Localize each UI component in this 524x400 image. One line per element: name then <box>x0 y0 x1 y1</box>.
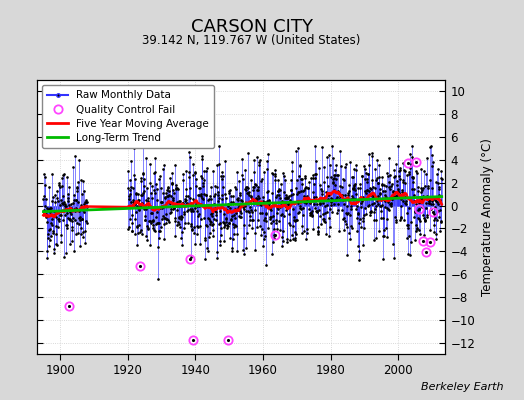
Text: Berkeley Earth: Berkeley Earth <box>421 382 503 392</box>
Text: CARSON CITY: CARSON CITY <box>191 18 312 36</box>
Text: 39.142 N, 119.767 W (United States): 39.142 N, 119.767 W (United States) <box>143 34 361 47</box>
Legend: Raw Monthly Data, Quality Control Fail, Five Year Moving Average, Long-Term Tren: Raw Monthly Data, Quality Control Fail, … <box>42 85 214 148</box>
Y-axis label: Temperature Anomaly (°C): Temperature Anomaly (°C) <box>481 138 494 296</box>
